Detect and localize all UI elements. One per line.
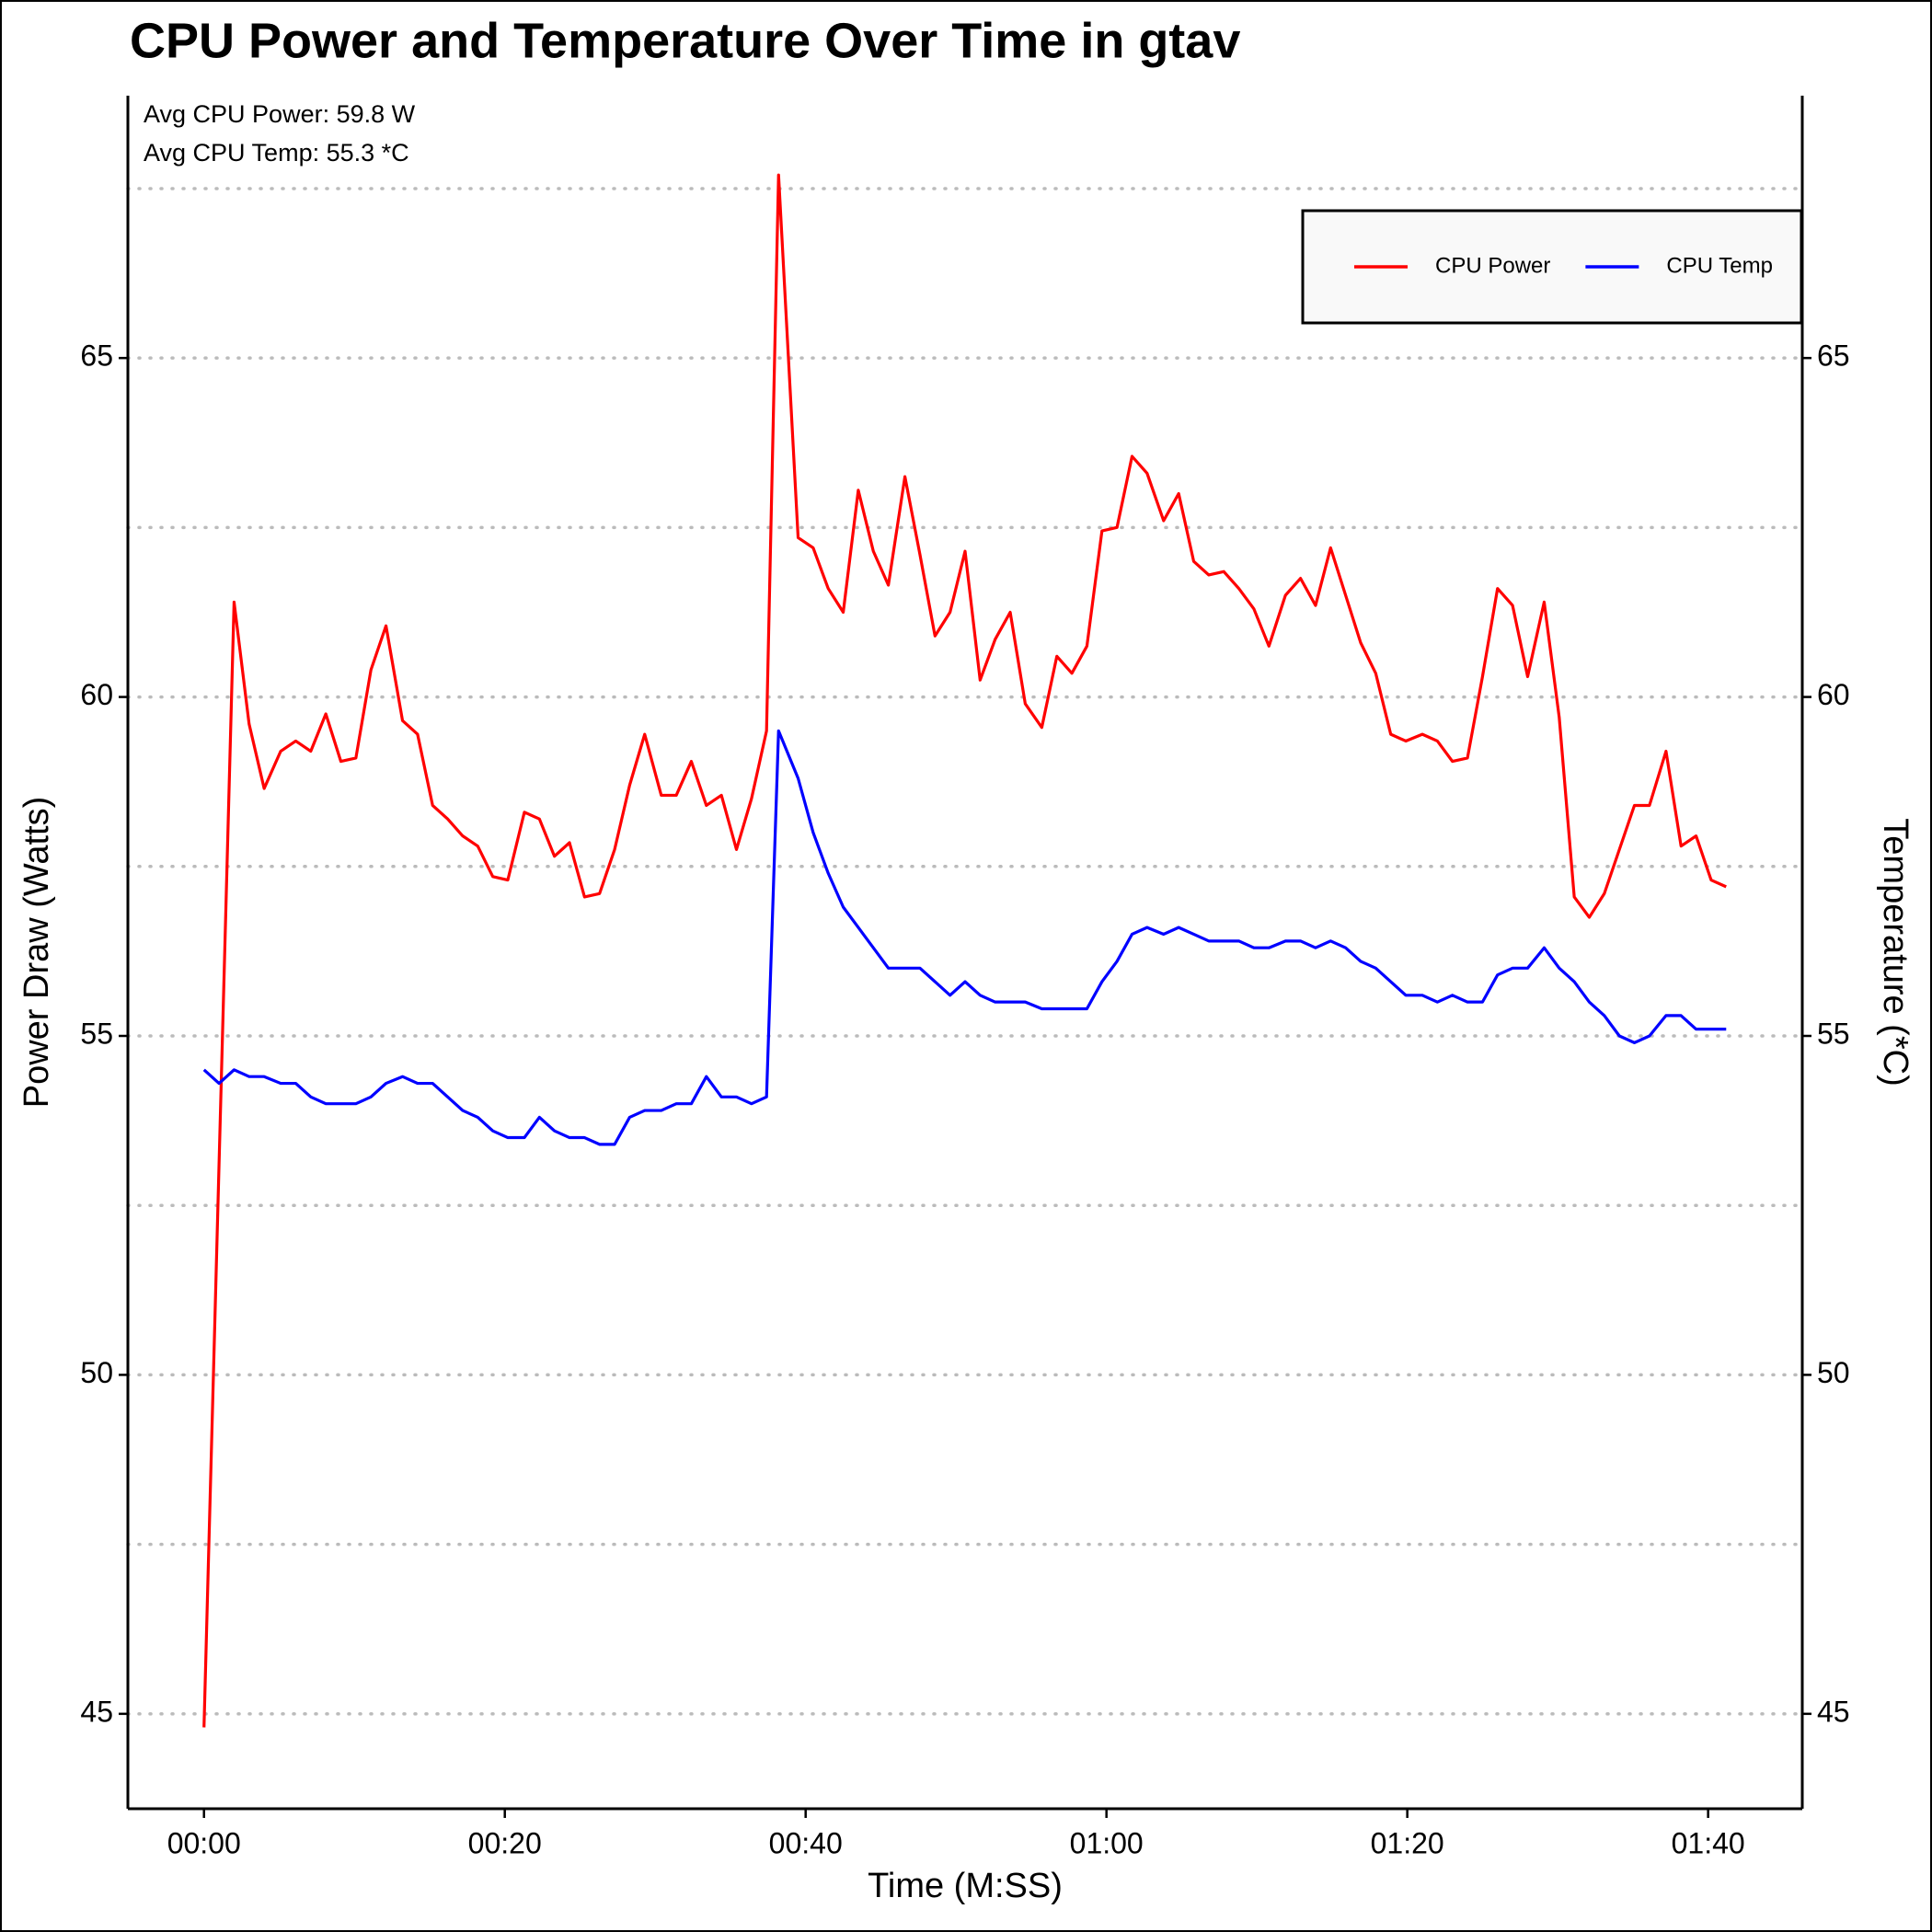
annotation: Avg CPU Power: 59.8 W	[144, 100, 416, 128]
line-series	[202, 729, 1727, 1146]
line-series	[202, 173, 1727, 1728]
y-tick-label: 60	[80, 678, 113, 711]
x-tick-label: 01:20	[1371, 1826, 1444, 1859]
chart-title: CPU Power and Temperature Over Time in g…	[130, 13, 1240, 68]
legend-label: CPU Temp	[1666, 253, 1773, 278]
x-axis-label: Time (M:SS)	[868, 1867, 1063, 1905]
y-tick-label: 50	[80, 1356, 113, 1389]
x-tick-label: 01:00	[1070, 1826, 1144, 1859]
annotation: Avg CPU Temp: 55.3 *C	[144, 139, 409, 167]
y2-tick-label: 55	[1817, 1017, 1850, 1050]
y2-axis-label: Temperature (*C)	[1876, 818, 1915, 1086]
y2-tick-label: 65	[1817, 339, 1850, 373]
x-tick-label: 00:40	[769, 1826, 843, 1859]
y-tick-label: 45	[80, 1695, 113, 1728]
y2-tick-label: 50	[1817, 1356, 1850, 1389]
x-tick-label: 00:20	[468, 1826, 542, 1859]
y2-tick-label: 60	[1817, 678, 1850, 711]
y2-tick-label: 45	[1817, 1695, 1850, 1728]
y-axis-label: Power Draw (Watts)	[17, 797, 56, 1109]
x-tick-label: 00:00	[167, 1826, 241, 1859]
legend-label: CPU Power	[1435, 253, 1550, 278]
y-tick-label: 55	[80, 1017, 113, 1050]
y-tick-label: 65	[80, 339, 113, 373]
x-tick-label: 01:40	[1672, 1826, 1745, 1859]
